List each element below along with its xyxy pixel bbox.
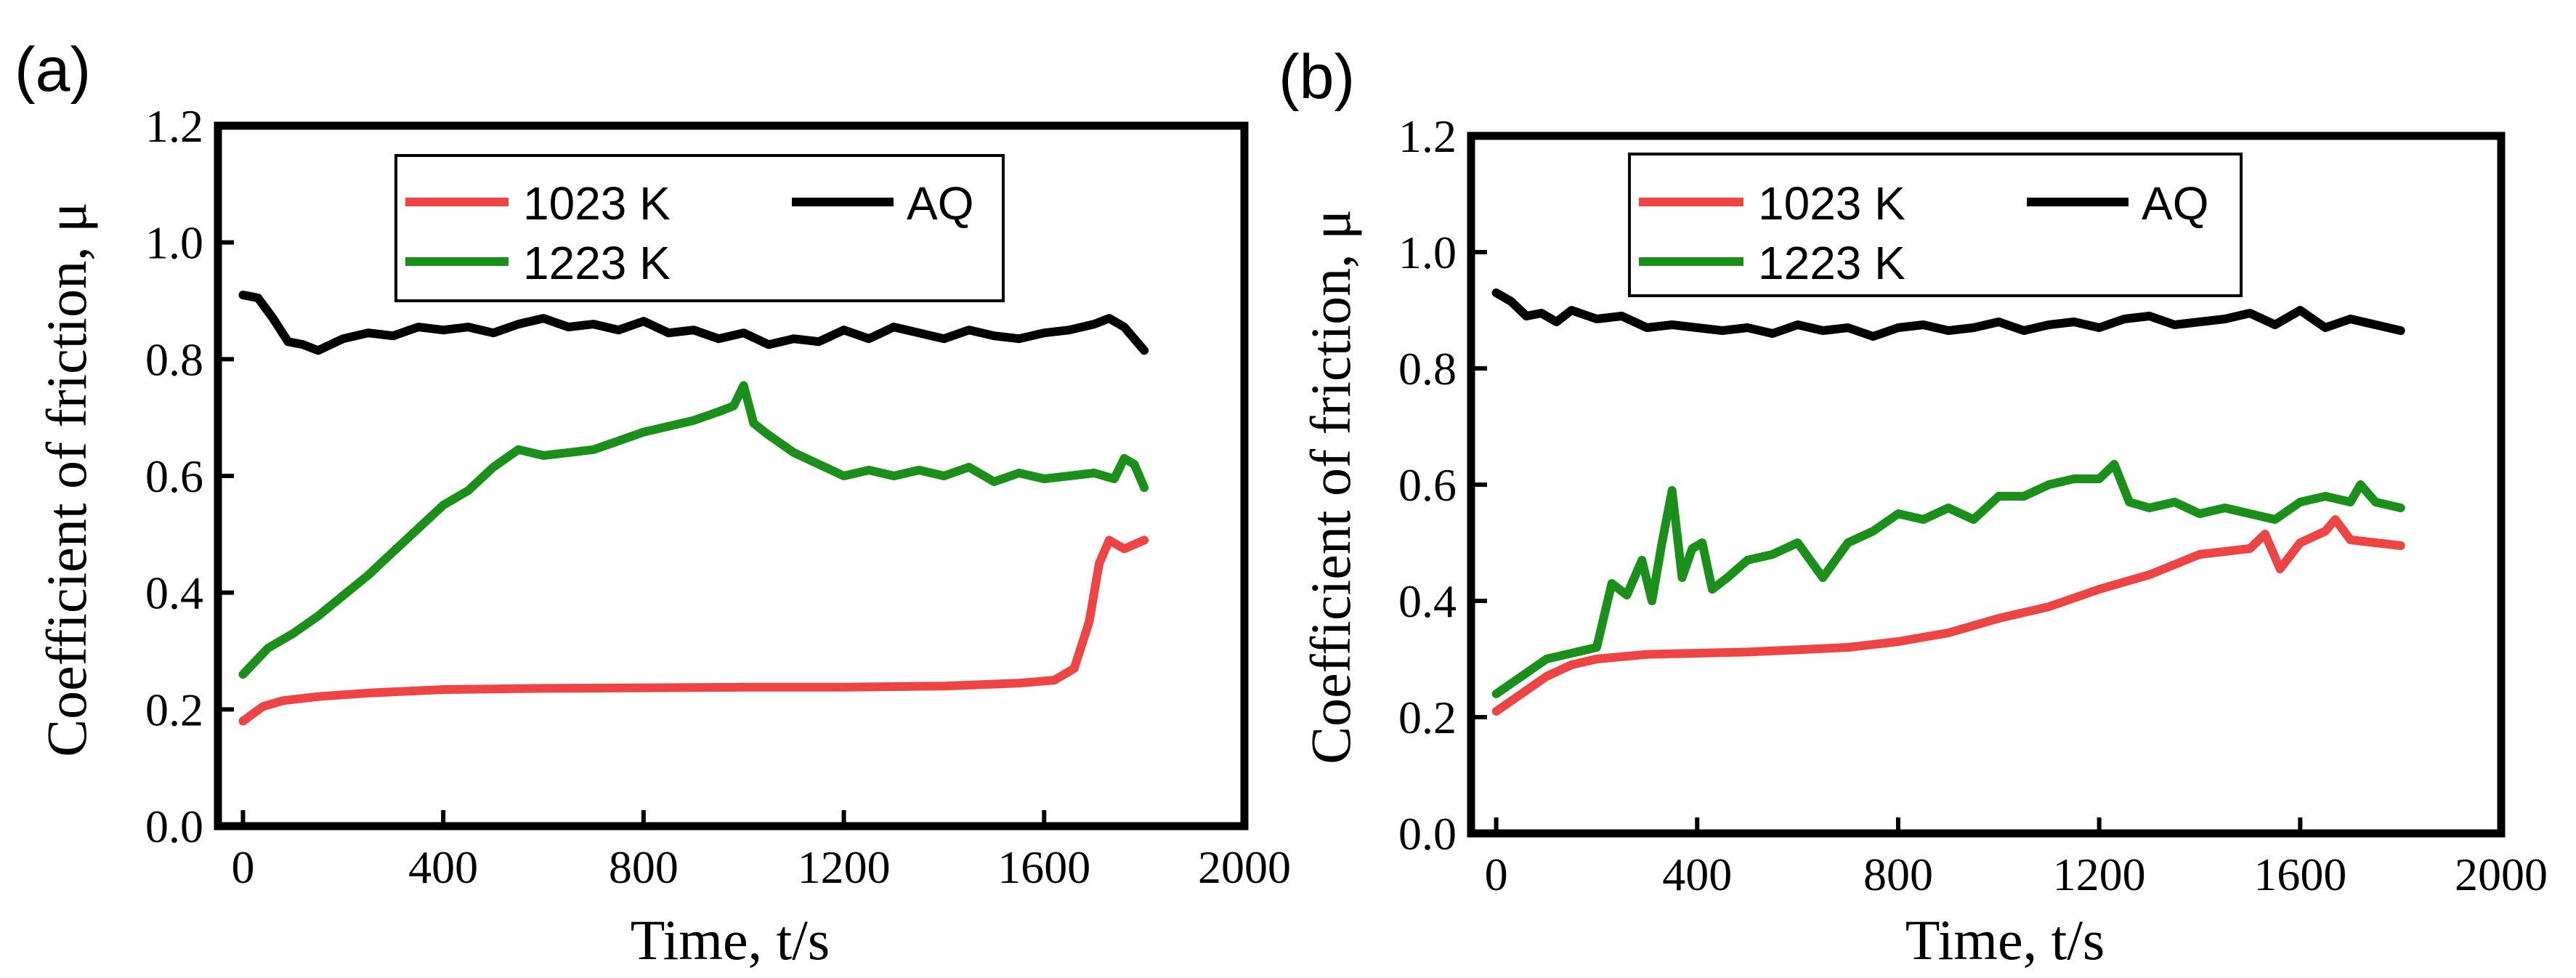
- y-tick-label: 0.4: [1398, 575, 1457, 627]
- plot-frame: [1467, 132, 2506, 838]
- x-tick-label: 1200: [798, 841, 891, 893]
- x-tick-label: 0: [231, 841, 254, 893]
- x-tick-label: 1600: [997, 841, 1090, 893]
- y-tick-label: 0.2: [145, 684, 203, 735]
- y-tick-label: 0.0: [145, 801, 203, 852]
- series-line-1223k: [238, 381, 1149, 679]
- series-layer: [238, 291, 1149, 726]
- legend-label-1223K: 1223 K: [523, 237, 671, 289]
- panel-label: (a): [15, 35, 91, 105]
- y-tick-label: 0.0: [1398, 808, 1457, 860]
- x-tick-label: 2000: [1198, 841, 1291, 893]
- x-tick-label: 0: [1485, 849, 1508, 900]
- y-tick-label: 1.2: [1398, 110, 1457, 162]
- legend-box: [1628, 153, 2243, 297]
- y-tick-label: 0.6: [145, 450, 203, 502]
- x-tick-label: 800: [609, 841, 679, 893]
- x-axis-title: Time, t/s: [1905, 908, 2105, 971]
- y-tick-label: 0.4: [145, 567, 203, 619]
- panel-a: (a) Coefficient of friction, μ Time, t/s…: [15, 35, 1291, 971]
- y-tick-label: 0.8: [1398, 343, 1457, 395]
- series-line-aq: [238, 291, 1149, 355]
- legend-label-1023K: 1023 K: [1758, 177, 1905, 230]
- y-tick-label: 0.2: [1398, 692, 1457, 743]
- y-tick-label: 1.2: [145, 100, 203, 152]
- y-axis-title: Coefficient of friction, μ: [1299, 209, 1362, 764]
- x-tick-label: 1600: [2253, 849, 2346, 900]
- legend-label-1023K: 1023 K: [523, 177, 671, 230]
- legend-label-AQ: AQ: [907, 177, 973, 230]
- axis-ticks: 0 400 800 1200 1600 2000 0.0 0.2 0.4 0.6 0.8 1.0 1.2: [145, 100, 1291, 893]
- x-tick-label: 1200: [2053, 849, 2146, 900]
- series-line-1223k: [1491, 460, 2405, 698]
- series-line-1023k: [1491, 515, 2405, 716]
- legend-label-AQ: AQ: [2142, 177, 2208, 230]
- y-tick-label: 1.0: [1398, 227, 1457, 278]
- y-tick-label: 0.6: [1398, 459, 1457, 511]
- panel-label: (b): [1279, 42, 1355, 112]
- legend-box: [394, 154, 1005, 302]
- series-line-1023k: [238, 536, 1149, 726]
- legend-label-1223K: 1223 K: [1758, 237, 1905, 289]
- panel-b: (b) Coefficient of friction, μ Time, t/s…: [1279, 42, 2548, 971]
- y-tick-label: 1.0: [145, 217, 203, 269]
- plot-frame: [214, 121, 1249, 831]
- x-tick-label: 2000: [2455, 849, 2548, 900]
- legend: 1023 K AQ 1223 K: [394, 154, 1005, 302]
- series-layer: [1491, 288, 2405, 716]
- y-axis-title: Coefficient of friction, μ: [35, 202, 98, 757]
- series-line-aq: [1491, 288, 2405, 341]
- y-tick-label: 0.8: [145, 334, 203, 385]
- x-tick-label: 400: [408, 841, 478, 893]
- legend: 1023 K AQ 1223 K: [1628, 153, 2243, 297]
- axis-ticks: 0 400 800 1200 1600 2000 0.0 0.2 0.4 0.6 0.8 1.0 1.2: [1398, 110, 2548, 900]
- x-tick-label: 400: [1662, 849, 1732, 900]
- x-axis-title: Time, t/s: [631, 908, 830, 971]
- x-tick-label: 800: [1863, 849, 1933, 900]
